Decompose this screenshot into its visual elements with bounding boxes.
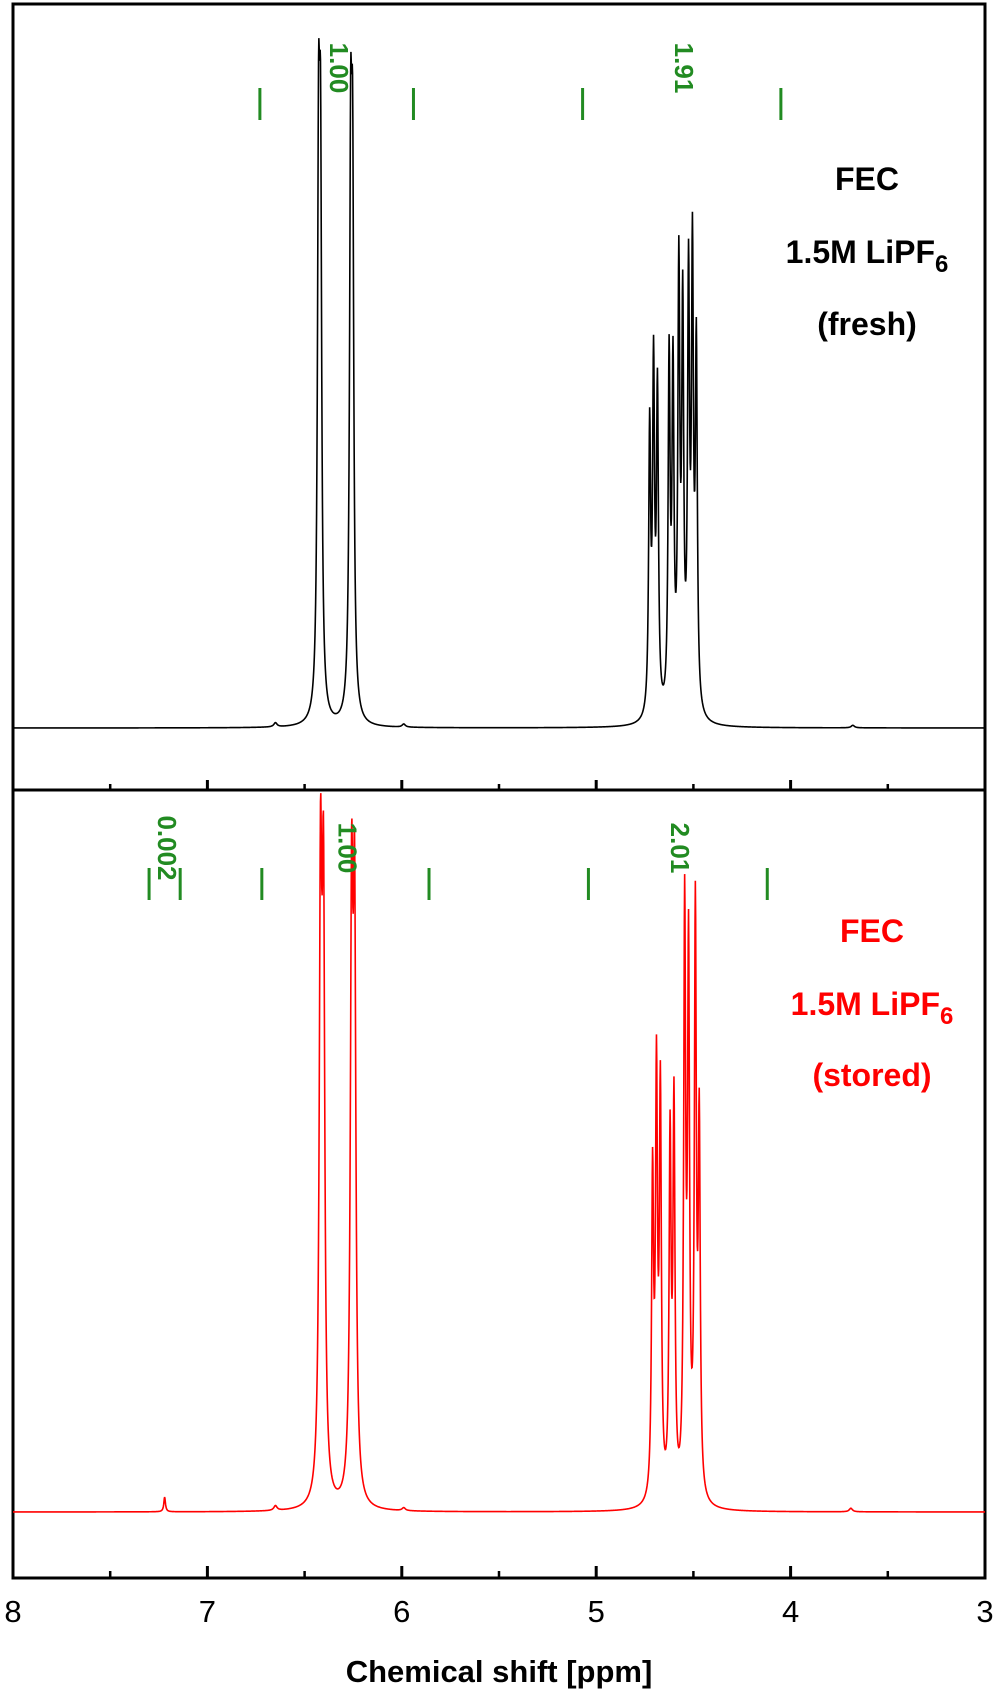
x-tick-label: 4	[782, 1594, 799, 1629]
x-axis: 8 7 6 5 4 3	[4, 780, 994, 1629]
top-sample-label-line-2: (fresh)	[817, 306, 917, 342]
bottom-sample-label-line-2: (stored)	[812, 1057, 931, 1093]
x-tick-label: 8	[4, 1594, 21, 1629]
x-axis-title: Chemical shift [ppm]	[346, 1654, 653, 1689]
x-tick-label: 6	[393, 1594, 410, 1629]
bottom-integration-1-label: 1.00	[333, 823, 363, 874]
top-spectrum-layer: 1.00 1.91 FEC 1.5M LiPF6 (fresh)	[13, 38, 985, 729]
top-panel-frame	[11, 2, 987, 792]
top-sample-label-line-1: 1.5M LiPF6	[786, 234, 949, 278]
x-tick-label: 5	[588, 1594, 605, 1629]
top-integration-1-label: 1.91	[669, 43, 699, 94]
bottom-sample-label-line-0: FEC	[840, 913, 904, 949]
bottom-panel-frame	[11, 788, 987, 1580]
top-spectrum-line	[13, 38, 985, 729]
bottom-spectrum-line	[13, 793, 985, 1513]
x-tick-label: 3	[976, 1594, 993, 1629]
top-integration-0-label: 1.00	[324, 43, 354, 94]
bottom-integration-2-label: 2.01	[665, 823, 695, 874]
x-tick-label: 7	[199, 1594, 216, 1629]
top-sample-label-line-0: FEC	[835, 161, 899, 197]
bottom-integration-0-label: 0.002	[152, 815, 182, 880]
bottom-sample-label-line-1: 1.5M LiPF6	[791, 986, 954, 1030]
bottom-spectrum-layer: 0.002 1.00 2.01 FEC 1.5M LiPF6 (stored)	[13, 793, 985, 1513]
